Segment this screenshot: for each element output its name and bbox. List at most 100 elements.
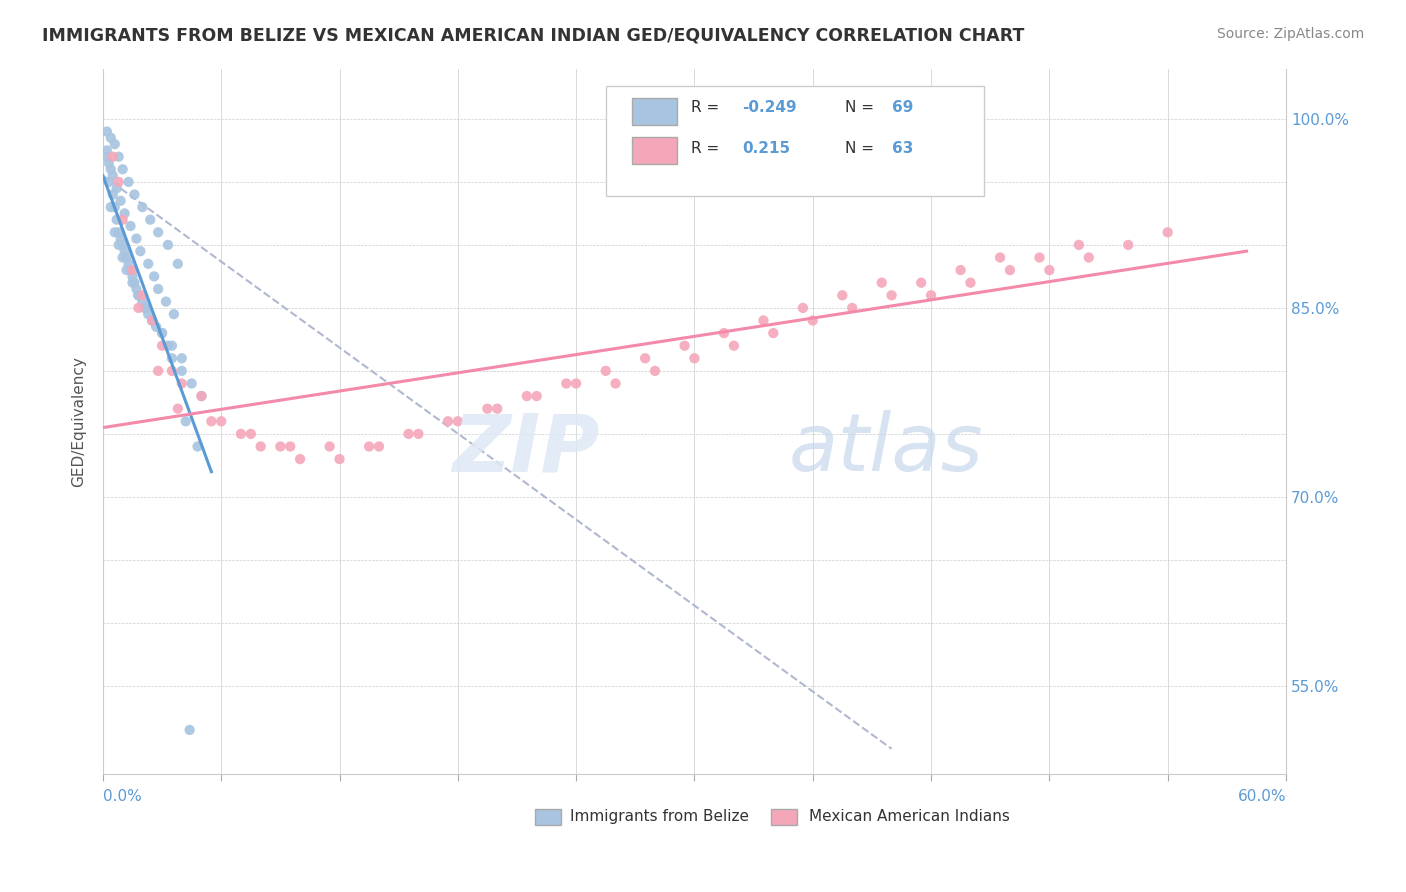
Point xyxy=(278,440,301,454)
Point xyxy=(166,401,188,416)
FancyBboxPatch shape xyxy=(772,809,797,825)
Point xyxy=(516,389,538,403)
Y-axis label: GED/Equivalency: GED/Equivalency xyxy=(72,356,86,487)
Point xyxy=(111,238,134,252)
Point xyxy=(115,251,138,265)
Point xyxy=(998,263,1021,277)
Point xyxy=(359,440,381,454)
Point xyxy=(121,276,143,290)
FancyBboxPatch shape xyxy=(534,809,561,825)
Point xyxy=(107,150,129,164)
Point xyxy=(121,269,143,284)
FancyBboxPatch shape xyxy=(631,98,676,125)
Text: N =: N = xyxy=(845,100,879,115)
Point xyxy=(555,376,578,391)
Point xyxy=(673,339,696,353)
Point xyxy=(190,389,212,403)
Point xyxy=(1038,263,1060,277)
Point xyxy=(141,313,163,327)
Point xyxy=(318,440,340,454)
Point xyxy=(328,452,350,467)
Point xyxy=(125,282,148,296)
Point xyxy=(565,376,588,391)
Point xyxy=(120,263,142,277)
Text: Mexican American Indians: Mexican American Indians xyxy=(810,809,1010,824)
Point xyxy=(910,276,932,290)
Point xyxy=(135,301,157,315)
FancyBboxPatch shape xyxy=(606,87,984,195)
Point xyxy=(160,339,183,353)
Point xyxy=(141,313,163,327)
Point xyxy=(870,276,893,290)
Point xyxy=(145,319,167,334)
Text: ZIP: ZIP xyxy=(453,410,600,489)
Point xyxy=(101,150,124,164)
Point xyxy=(104,137,127,152)
Point xyxy=(1077,251,1099,265)
Point xyxy=(96,150,118,164)
Point xyxy=(179,723,201,737)
Point xyxy=(124,276,146,290)
Point xyxy=(1116,238,1139,252)
Point xyxy=(437,414,460,428)
Point xyxy=(127,288,149,302)
Point xyxy=(107,238,129,252)
Point xyxy=(125,231,148,245)
Point xyxy=(100,200,122,214)
Point xyxy=(368,440,391,454)
Point xyxy=(127,288,149,302)
Point xyxy=(131,200,153,214)
Point xyxy=(801,313,824,327)
Point xyxy=(104,200,127,214)
Point xyxy=(114,244,136,259)
Point xyxy=(269,440,291,454)
Point xyxy=(752,313,775,327)
Point xyxy=(117,175,139,189)
Point xyxy=(96,124,118,138)
Point xyxy=(180,376,202,391)
Point xyxy=(831,288,853,302)
Point xyxy=(1156,225,1178,239)
Text: 60.0%: 60.0% xyxy=(1237,789,1286,805)
Text: R =: R = xyxy=(690,100,724,115)
Point xyxy=(713,326,735,340)
Point xyxy=(156,339,179,353)
Text: 63: 63 xyxy=(891,141,914,156)
Point xyxy=(115,263,138,277)
Point xyxy=(141,313,163,327)
Point xyxy=(105,181,128,195)
Point xyxy=(111,251,134,265)
Point xyxy=(101,187,124,202)
Point xyxy=(107,175,129,189)
Text: N =: N = xyxy=(845,141,879,156)
Text: IMMIGRANTS FROM BELIZE VS MEXICAN AMERICAN INDIAN GED/EQUIVALENCY CORRELATION CH: IMMIGRANTS FROM BELIZE VS MEXICAN AMERIC… xyxy=(42,27,1025,45)
Point xyxy=(139,212,162,227)
Point xyxy=(120,219,142,233)
Text: 0.0%: 0.0% xyxy=(103,789,142,805)
Point xyxy=(129,244,152,259)
Point xyxy=(110,194,132,208)
Point xyxy=(634,351,657,366)
Point xyxy=(136,307,159,321)
Point xyxy=(100,130,122,145)
Point xyxy=(920,288,942,302)
Point xyxy=(134,301,156,315)
Point xyxy=(150,339,173,353)
Point xyxy=(96,144,118,158)
Point xyxy=(949,263,972,277)
Text: 69: 69 xyxy=(891,100,914,115)
Point xyxy=(97,156,120,170)
Text: 0.215: 0.215 xyxy=(742,141,790,156)
Point xyxy=(762,326,785,340)
Text: atlas: atlas xyxy=(789,410,984,489)
Point xyxy=(166,257,188,271)
Point xyxy=(595,364,617,378)
Point xyxy=(477,401,499,416)
Point xyxy=(150,326,173,340)
Point xyxy=(111,212,134,227)
Point xyxy=(146,282,169,296)
Point xyxy=(644,364,666,378)
Point xyxy=(143,269,166,284)
Point xyxy=(156,238,179,252)
Point xyxy=(723,339,745,353)
